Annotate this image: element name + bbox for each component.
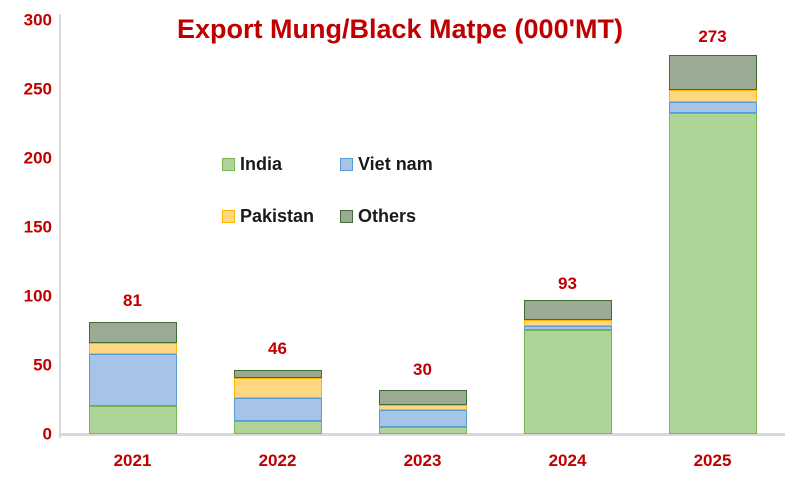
y-axis-tick-200: 200 bbox=[23, 148, 52, 168]
legend-swatch-others-icon bbox=[340, 209, 353, 223]
x-axis-line bbox=[59, 433, 785, 436]
legend-swatch-india-icon bbox=[222, 157, 235, 171]
bar-segment-others-2021[interactable] bbox=[88, 322, 177, 343]
y-axis-tick-50: 50 bbox=[33, 355, 52, 375]
bar-segment-vietnam-2023[interactable] bbox=[378, 410, 467, 427]
bar-segment-vietnam-2022[interactable] bbox=[233, 398, 322, 421]
bar-value-label-2025: 273 bbox=[698, 27, 727, 46]
bar-segment-india-2022[interactable] bbox=[233, 421, 322, 434]
bar-segment-india-2024[interactable] bbox=[523, 330, 612, 434]
bar-segment-pakistan-2023[interactable] bbox=[378, 405, 467, 410]
bar-stack-2025[interactable] bbox=[668, 55, 757, 434]
legend-item-vietnam[interactable]: Viet nam bbox=[340, 155, 433, 173]
legend-label-vietnam: Viet nam bbox=[358, 154, 433, 174]
bar-stack-2023[interactable] bbox=[378, 390, 467, 434]
legend-label-others: Others bbox=[358, 206, 417, 226]
y-axis-line bbox=[59, 14, 61, 438]
bar-column-2023[interactable]: 30 bbox=[350, 20, 495, 434]
x-axis-tick-2022: 2022 bbox=[258, 451, 297, 470]
bar-stack-2024[interactable] bbox=[523, 300, 612, 434]
bar-segment-india-2025[interactable] bbox=[668, 113, 757, 434]
bar-segment-others-2024[interactable] bbox=[523, 300, 612, 320]
bar-value-label-2021: 81 bbox=[123, 291, 142, 310]
bar-segment-vietnam-2025[interactable] bbox=[668, 102, 757, 113]
y-axis-tick-250: 250 bbox=[23, 79, 52, 99]
bar-segment-pakistan-2022[interactable] bbox=[233, 378, 322, 398]
legend-label-pakistan: Pakistan bbox=[240, 206, 315, 226]
bar-segment-vietnam-2024[interactable] bbox=[523, 326, 612, 330]
legend-item-pakistan[interactable]: Pakistan bbox=[222, 207, 340, 225]
bar-column-2021[interactable]: 81 bbox=[60, 20, 205, 434]
legend-item-india[interactable]: India bbox=[222, 155, 340, 173]
bar-segment-india-2023[interactable] bbox=[378, 427, 467, 434]
y-axis-tick-100: 100 bbox=[23, 286, 52, 306]
x-axis: 2021 2022 2023 2024 2025 bbox=[60, 444, 785, 478]
x-axis-tick-2024: 2024 bbox=[548, 451, 587, 470]
bar-stack-2022[interactable] bbox=[233, 370, 322, 434]
bar-value-label-2024: 93 bbox=[558, 274, 577, 293]
legend-row-2: Pakistan Others bbox=[222, 190, 472, 242]
bar-segment-others-2022[interactable] bbox=[233, 370, 322, 378]
legend-row-1: India Viet nam bbox=[222, 138, 472, 190]
chart-title: Export Mung/Black Matpe (000'MT) bbox=[177, 14, 623, 44]
y-axis-tick-150: 150 bbox=[23, 217, 52, 237]
bar-value-label-2023: 30 bbox=[413, 360, 432, 379]
y-axis-tick-300: 300 bbox=[23, 10, 52, 30]
legend-label-india: India bbox=[240, 154, 283, 174]
x-axis-tick-2021: 2021 bbox=[113, 451, 152, 470]
bar-column-2022[interactable]: 46 bbox=[205, 20, 350, 434]
y-axis: 300 250 200 150 100 50 0 bbox=[0, 0, 60, 454]
bar-column-2024[interactable]: 93 bbox=[495, 20, 640, 434]
x-axis-tick-2025: 2025 bbox=[693, 451, 732, 470]
bar-segment-india-2021[interactable] bbox=[88, 406, 177, 434]
bar-segment-others-2023[interactable] bbox=[378, 390, 467, 405]
y-axis-tick-0: 0 bbox=[42, 424, 52, 444]
bar-series-group: 81 46 30 bbox=[60, 20, 785, 434]
legend-item-others[interactable]: Others bbox=[340, 207, 416, 225]
bar-segment-pakistan-2025[interactable] bbox=[668, 90, 757, 102]
bar-segment-others-2025[interactable] bbox=[668, 55, 757, 90]
bar-segment-pakistan-2021[interactable] bbox=[88, 343, 177, 354]
bar-stack-2021[interactable] bbox=[88, 322, 177, 434]
bar-segment-pakistan-2024[interactable] bbox=[523, 320, 612, 326]
x-axis-tick-2023: 2023 bbox=[403, 451, 442, 470]
bar-value-label-2022: 46 bbox=[268, 339, 287, 358]
bar-column-2025[interactable]: 273 bbox=[640, 20, 785, 434]
legend-swatch-pakistan-icon bbox=[222, 209, 235, 223]
chart-legend: India Viet nam Pakistan Others bbox=[222, 138, 472, 242]
bar-segment-vietnam-2021[interactable] bbox=[88, 354, 177, 406]
legend-swatch-vietnam-icon bbox=[340, 157, 353, 171]
